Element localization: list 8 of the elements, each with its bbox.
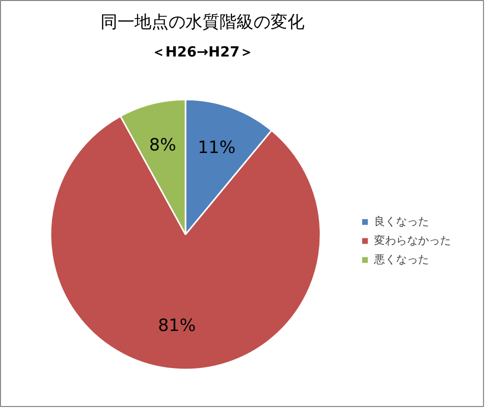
data-label: 8%	[149, 136, 176, 156]
data-label: 11%	[198, 138, 236, 158]
legend-label: 悪くなった	[374, 252, 429, 267]
legend-label: 変わらなかった	[374, 233, 451, 248]
chart-subtitle: ＜H26→H27＞	[151, 44, 254, 60]
chart-title: 同一地点の水質階級の変化	[100, 12, 304, 32]
data-label: 81%	[158, 316, 196, 336]
legend-label: 良くなった	[374, 214, 429, 229]
